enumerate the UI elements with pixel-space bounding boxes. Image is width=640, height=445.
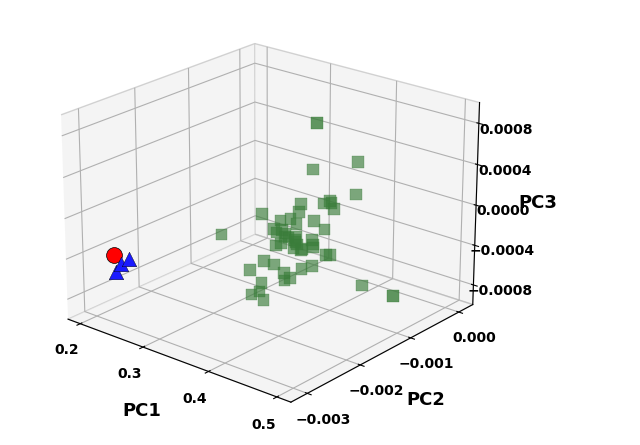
Y-axis label: PC2: PC2 (406, 391, 445, 409)
X-axis label: PC1: PC1 (122, 402, 161, 420)
